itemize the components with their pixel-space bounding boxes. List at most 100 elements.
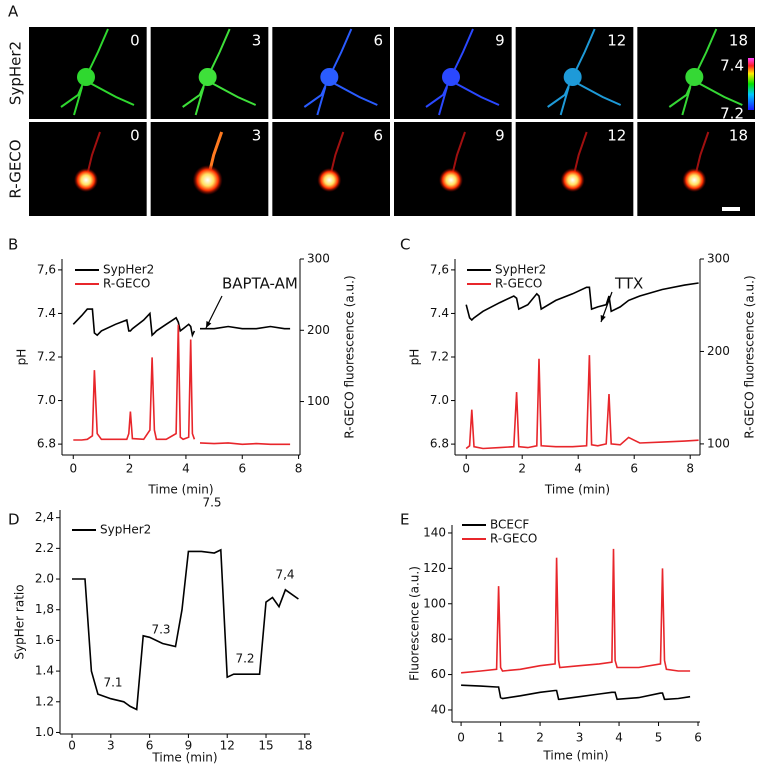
time-label: 0	[130, 127, 140, 145]
y-axis-label: Fluorescence (a.u.)	[408, 566, 422, 681]
soma	[682, 168, 707, 192]
annotation: BAPTA-AM	[222, 275, 298, 293]
time-label: 9	[495, 32, 505, 50]
x-tick-label: 0	[457, 731, 465, 745]
x-tick-label: 1	[497, 731, 505, 745]
panel-label: E	[400, 511, 409, 529]
y-tick-label: 2,4	[35, 510, 54, 524]
y2-tick-label: 200	[707, 344, 730, 358]
x-axis-label: Time (min)	[544, 483, 610, 497]
panel-label: B	[8, 236, 18, 254]
soma	[560, 168, 585, 192]
neurite	[60, 28, 135, 116]
y-tick-label: 7.2	[430, 350, 449, 364]
soma	[74, 168, 98, 192]
y-tick-label: 7.0	[37, 393, 56, 407]
y-tick-label: 1.2	[35, 694, 54, 708]
x-tick-label: 12	[220, 739, 235, 753]
x-tick-label: 4	[182, 462, 190, 476]
series-line	[461, 684, 691, 701]
y-tick-label: 40	[431, 702, 446, 716]
colorbar-label: 7.4	[720, 57, 744, 75]
time-label: 18	[729, 127, 748, 145]
soma	[442, 68, 460, 86]
annotation: 7.3	[151, 623, 170, 637]
panel-label: A	[8, 3, 19, 21]
x-tick-label: 18	[297, 739, 312, 753]
time-label: 3	[252, 32, 262, 50]
legend-label: SypHer2	[100, 523, 151, 537]
series-line	[465, 355, 699, 450]
time-label: 6	[373, 127, 383, 145]
x-axis-label: Time (min)	[542, 749, 608, 763]
x-tick-label: 5	[655, 731, 663, 745]
neurite	[547, 28, 622, 116]
y-tick-label: 120	[423, 561, 446, 575]
time-label: 12	[607, 127, 626, 145]
panel-label: C	[400, 236, 410, 254]
row-label: SypHer2	[7, 41, 25, 105]
y-tick-label: 80	[431, 632, 446, 646]
x-tick-label: 6	[238, 462, 246, 476]
y-tick-label: 2.2	[35, 541, 54, 555]
x-tick-label: 9	[185, 739, 193, 753]
x-axis-label: Time (min)	[151, 751, 217, 764]
y2-axis-label: R-GECO fluorescence (a.u.)	[743, 275, 757, 438]
arrow-head	[600, 315, 606, 322]
time-label: 12	[607, 32, 626, 50]
annotation: TTX	[614, 275, 643, 293]
x-axis-label: Time (min)	[147, 483, 213, 497]
soma	[198, 68, 217, 86]
x-tick-label: 4	[574, 462, 582, 476]
y-tick-label: 100	[423, 596, 446, 610]
annotation: 7.1	[103, 676, 122, 690]
y2-tick-label: 300	[707, 252, 730, 266]
y-tick-label: 1.4	[35, 664, 54, 678]
y2-tick-label: 100	[707, 436, 730, 450]
x-tick-label: 8	[686, 462, 694, 476]
series-line	[461, 548, 691, 674]
y-tick-label: 7.0	[430, 393, 449, 407]
x-tick-label: 15	[258, 739, 273, 753]
y-tick-label: 1,8	[35, 602, 54, 616]
y-axis-label: pH	[15, 349, 29, 366]
y-tick-label: 60	[431, 667, 446, 681]
y2-axis-label: R-GECO fluorescence (a.u.)	[343, 275, 357, 438]
y-tick-label: 7,6	[430, 262, 449, 276]
x-tick-label: 2	[126, 462, 134, 476]
annotation: 7.5	[202, 496, 221, 510]
series-line	[72, 308, 291, 338]
x-tick-label: 4	[615, 731, 623, 745]
time-label: 18	[729, 32, 748, 50]
colorbar-label: 7.2	[720, 105, 744, 123]
row-label: R-GECO	[7, 139, 25, 198]
y-tick-label: 6.8	[430, 437, 449, 451]
soma	[320, 68, 339, 86]
y2-tick-label: 300	[307, 252, 330, 266]
annotation: 7,4	[275, 568, 294, 582]
legend-label: BCECF	[490, 518, 529, 532]
y-tick-label: 7.2	[37, 350, 56, 364]
scale-bar	[722, 207, 740, 211]
legend-label: R-GECO	[490, 532, 537, 546]
legend-label: SypHer2	[495, 263, 546, 277]
time-label: 3	[252, 127, 262, 145]
x-tick-label: 6	[146, 739, 154, 753]
x-tick-label: 0	[69, 462, 77, 476]
y-axis-label: SypHer ratio	[13, 584, 27, 659]
arrow-head	[206, 321, 212, 328]
x-tick-label: 8	[295, 462, 303, 476]
time-label: 0	[130, 32, 140, 50]
soma	[439, 168, 463, 192]
neurite	[668, 28, 743, 116]
series-line	[465, 282, 699, 322]
y-tick-label: 7.4	[37, 306, 56, 320]
x-tick-label: 2	[536, 731, 544, 745]
soma	[563, 68, 582, 86]
soma	[77, 68, 95, 86]
y-tick-label: 7,6	[37, 262, 56, 276]
x-tick-label: 2	[518, 462, 526, 476]
y2-tick-label: 100	[307, 394, 330, 408]
neurite	[425, 28, 500, 116]
